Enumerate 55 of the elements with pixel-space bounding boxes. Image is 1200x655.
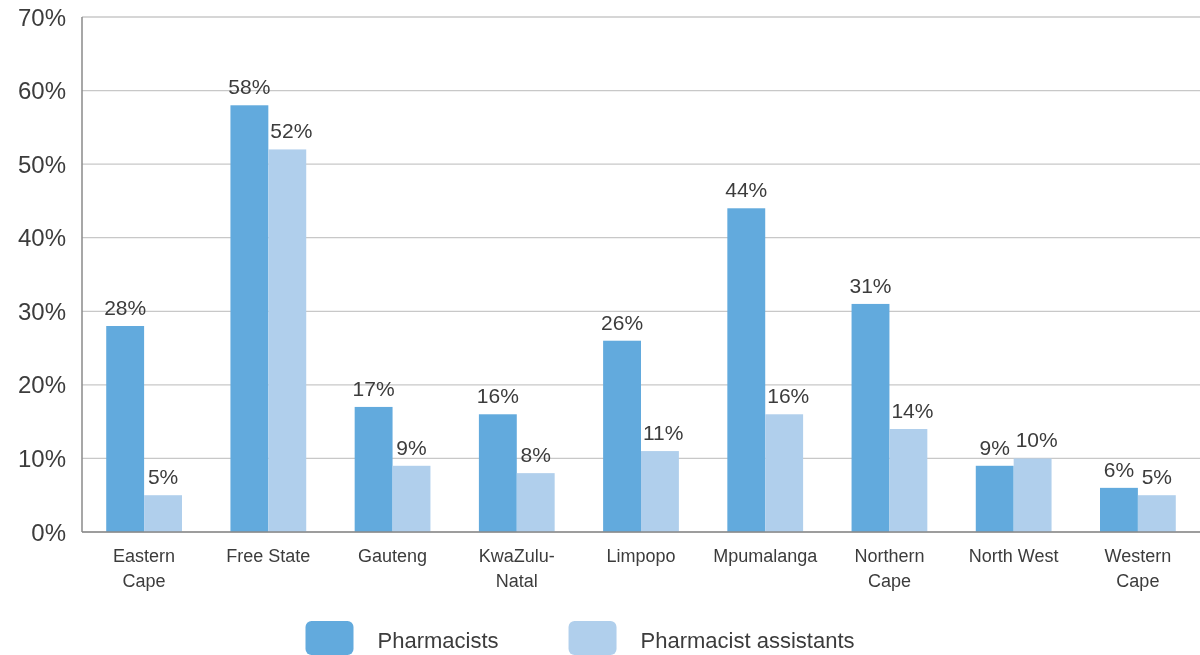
y-tick-label: 30% (17, 297, 66, 325)
x-tick-label: Eastern Cape (113, 546, 176, 591)
bar (851, 303, 890, 532)
bar (516, 473, 555, 532)
bar (144, 495, 182, 532)
bar (641, 451, 679, 532)
x-tick-label: Gauteng (358, 546, 428, 566)
bar (1137, 495, 1176, 532)
bar (106, 326, 145, 532)
bar (478, 414, 517, 532)
legend-label: Pharmacists (377, 628, 499, 653)
bar (727, 208, 766, 532)
x-tick-label: KwaZulu-Natal (478, 546, 555, 591)
data-label: 6% (1103, 457, 1135, 481)
data-label: 52% (270, 119, 313, 143)
bar (1100, 487, 1138, 532)
y-tick-label: 40% (17, 224, 66, 252)
data-label: 44% (725, 178, 768, 202)
x-tick-label: Limpopo (606, 546, 676, 566)
y-tick-label: 20% (17, 371, 66, 399)
bar (889, 429, 928, 532)
y-tick-label: 0% (31, 518, 66, 546)
data-label: 10% (1015, 428, 1058, 452)
data-label: 11% (642, 421, 684, 445)
legend-label: Pharmacist assistants (640, 628, 855, 653)
y-tick-label: 50% (17, 150, 66, 178)
data-label: 26% (601, 310, 644, 334)
x-tick-label: Western Cape (1104, 546, 1172, 591)
data-label: 16% (476, 384, 519, 408)
data-label: 9% (396, 435, 427, 459)
bar (230, 105, 269, 532)
y-tick-label: 70% (17, 3, 66, 31)
x-tick-label: North West (968, 546, 1059, 566)
bar (765, 414, 804, 532)
x-tick-label: Northern Cape (854, 546, 925, 591)
x-tick-label: Free State (226, 546, 311, 566)
data-label: 58% (228, 75, 271, 99)
bar (354, 406, 393, 532)
x-tick-label: Mpumalanga (713, 546, 819, 566)
data-label: 17% (352, 376, 395, 400)
bar (268, 149, 307, 532)
data-label: 16% (767, 384, 810, 408)
data-label: 9% (979, 435, 1010, 459)
y-tick-label: 10% (17, 445, 66, 473)
bar (975, 465, 1014, 532)
bar (392, 465, 431, 532)
data-label: 31% (849, 273, 892, 297)
y-tick-label: 60% (17, 77, 66, 105)
data-label: 5% (147, 465, 179, 489)
data-label: 8% (520, 443, 551, 467)
data-label: 5% (1141, 465, 1173, 489)
data-label: 28% (104, 296, 147, 319)
bar (603, 340, 641, 532)
data-label: 14% (891, 399, 934, 422)
bar (1013, 458, 1052, 532)
